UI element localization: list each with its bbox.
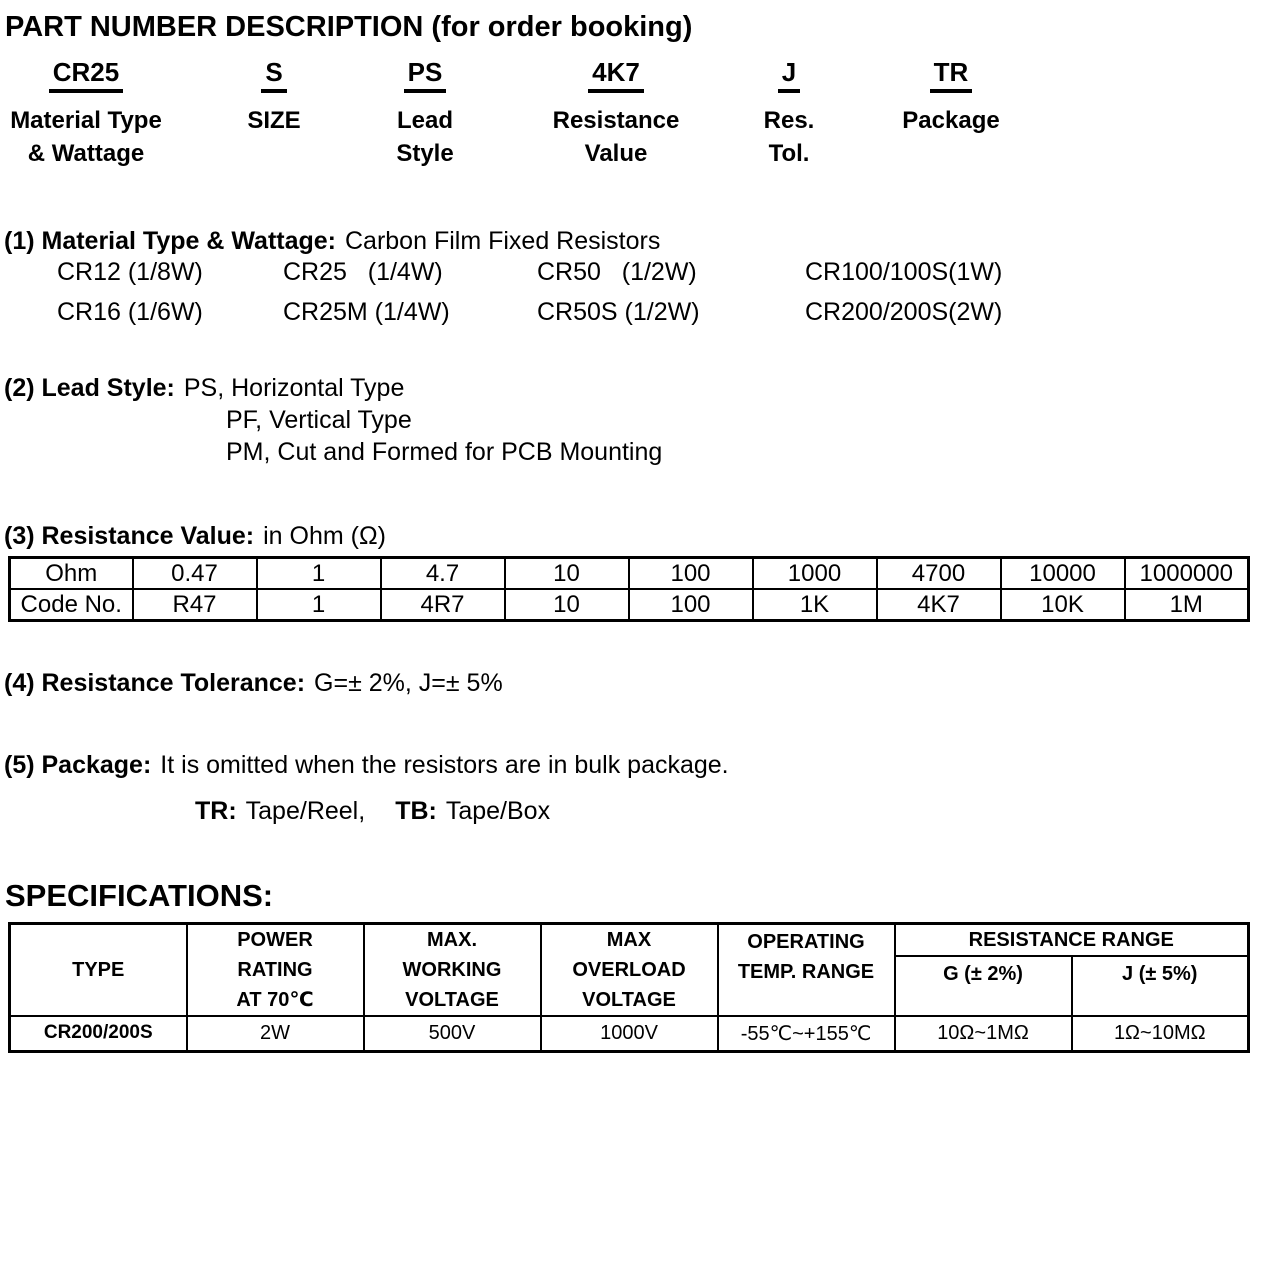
section-material-heading: (1) Material Type & Wattage: Carbon Film … <box>4 226 660 256</box>
code-value: 1M <box>1123 588 1250 622</box>
spec-header-range: RESISTANCE RANGE <box>893 922 1250 957</box>
code-value: 1 <box>255 588 382 622</box>
section-package-heading: (5) Package: It is omitted when the resis… <box>4 750 729 780</box>
part-code-label: Lead Style <box>396 107 454 167</box>
package-tr-value: Tape/Reel, <box>245 797 366 825</box>
section-material-label: (1) Material Type & Wattage: <box>4 227 336 255</box>
material-row-item: CR16 (1/6W) <box>57 298 203 326</box>
spec-header-working: MAX. WORKING VOLTAGE <box>362 922 542 1017</box>
material-row-item: CR25 (1/4W) <box>283 258 443 286</box>
part-code: 4K7 <box>588 57 644 93</box>
spec-type-cell: CR200/200S <box>8 1015 188 1052</box>
lead-style-option-pf: PF, Vertical Type <box>226 406 412 434</box>
specifications-table: TYPE POWER RATING AT 70℃ MAX. WORKING VO… <box>8 922 1250 1053</box>
specifications-title: SPECIFICATIONS: <box>5 878 274 913</box>
section-resistance-label: (3) Resistance Value: <box>4 522 255 550</box>
page-title: PART NUMBER DESCRIPTION (for order booki… <box>5 11 693 43</box>
code-value: 100 <box>627 588 754 622</box>
lead-style-option-pm: PM, Cut and Formed for PCB Mounting <box>226 438 663 466</box>
resistance-code-table: Ohm 0.47 1 4.7 10 100 1000 4700 10000 10… <box>8 556 1250 622</box>
part-segment-lead-style: PS Lead Style <box>315 57 535 170</box>
part-segment-material: CR25 Material Type & Wattage <box>0 57 196 170</box>
package-tb-value: Tape/Box <box>445 797 551 825</box>
section-tolerance-label: (4) Resistance Tolerance: <box>4 669 306 697</box>
part-code-label: Material Type & Wattage <box>10 107 162 167</box>
spec-header-type: TYPE <box>8 922 188 1017</box>
ohm-value: 10000 <box>999 556 1126 590</box>
spec-power-cell: 2W <box>185 1015 365 1052</box>
spec-g-cell: 10Ω~1MΩ <box>893 1015 1073 1052</box>
row-header: Code No. <box>8 588 134 622</box>
spec-header-temp: OPERATING TEMP. RANGE <box>716 922 896 1017</box>
code-row: Code No. R47 1 4R7 10 100 1K 4K7 10K 1M <box>8 588 1250 622</box>
section-material-lead: Carbon Film Fixed Resistors <box>345 227 661 255</box>
part-segment-package: TR Package <box>841 57 1061 137</box>
part-segment-size: S SIZE <box>164 57 384 137</box>
code-value: R47 <box>131 588 258 622</box>
part-code-label: Package <box>902 107 1000 134</box>
part-segment-resistance: 4K7 Resistance Value <box>506 57 726 170</box>
resistance-unit: in Ohm (Ω) <box>263 522 386 550</box>
part-code: CR25 <box>48 57 124 93</box>
part-segment-tolerance: J Res. Tol. <box>679 57 899 170</box>
part-code: PS <box>403 57 447 93</box>
ohm-value: 100 <box>627 556 754 590</box>
spec-j-cell: 1Ω~10MΩ <box>1070 1015 1250 1052</box>
material-row-item: CR100/100S(1W) <box>805 258 1003 286</box>
ohm-value: 10 <box>503 556 630 590</box>
lead-style-option-ps: PS, Horizontal Type <box>183 374 405 402</box>
ohm-value: 4.7 <box>379 556 506 590</box>
ohm-value: 0.47 <box>131 556 258 590</box>
part-code: S <box>261 57 287 93</box>
material-row-item: CR50S (1/2W) <box>537 298 700 326</box>
spec-overload-cell: 1000V <box>539 1015 719 1052</box>
spec-subheader-row: G (± 2%) J (± 5%) <box>10 955 1250 1017</box>
package-tb-label: TB: <box>395 797 437 825</box>
spec-header-row: TYPE POWER RATING AT 70℃ MAX. WORKING VO… <box>8 922 1250 1017</box>
part-code-label: Res. Tol. <box>763 107 815 167</box>
code-value: 10 <box>503 588 630 622</box>
spec-temp-cell: -55℃~+155℃ <box>716 1015 896 1052</box>
part-code-label: SIZE <box>247 107 301 134</box>
material-row-item: CR50 (1/2W) <box>537 258 697 286</box>
section-lead-style-heading: (2) Lead Style: PS, Horizontal Type <box>4 373 404 403</box>
package-options-line: TR: Tape/Reel, TB: Tape/Box <box>195 796 550 826</box>
part-code: J <box>777 57 801 93</box>
ohm-value: 1 <box>255 556 382 590</box>
ohm-value: 1000 <box>751 556 878 590</box>
material-row-item: CR25M (1/4W) <box>283 298 450 326</box>
code-value: 10K <box>999 588 1126 622</box>
spec-data-row: CR200/200S 2W 500V 1000V -55℃~+155℃ 10Ω~… <box>8 1015 1250 1052</box>
ohm-value: 4700 <box>875 556 1002 590</box>
code-value: 1K <box>751 588 878 622</box>
row-header: Ohm <box>8 556 134 590</box>
code-value: 4K7 <box>875 588 1002 622</box>
package-tr-label: TR: <box>195 797 237 825</box>
part-code-label: Resistance Value <box>552 107 680 167</box>
section-tolerance-heading: (4) Resistance Tolerance: G=± 2%, J=± 5% <box>4 668 503 698</box>
package-note: It is omitted when the resistors are in … <box>160 751 729 779</box>
tolerance-values: G=± 2%, J=± 5% <box>314 669 503 697</box>
ohm-row: Ohm 0.47 1 4.7 10 100 1000 4700 10000 10… <box>8 556 1250 590</box>
spec-header-j: J (± 5%) <box>1070 955 1250 1017</box>
code-value: 4R7 <box>379 588 506 622</box>
material-row-item: CR12 (1/8W) <box>57 258 203 286</box>
ohm-value: 1000000 <box>1123 556 1250 590</box>
spec-working-cell: 500V <box>362 1015 542 1052</box>
spec-header-g: G (± 2%) <box>893 955 1073 1017</box>
section-package-label: (5) Package: <box>4 751 152 779</box>
spec-header-power: POWER RATING AT 70℃ <box>185 922 365 1017</box>
spec-header-overload: MAX OVERLOAD VOLTAGE <box>539 922 719 1017</box>
section-resistance-heading: (3) Resistance Value: in Ohm (Ω) <box>4 521 386 551</box>
section-lead-style-label: (2) Lead Style: <box>4 374 175 402</box>
part-code: TR <box>929 57 973 93</box>
material-row-item: CR200/200S(2W) <box>805 298 1003 326</box>
